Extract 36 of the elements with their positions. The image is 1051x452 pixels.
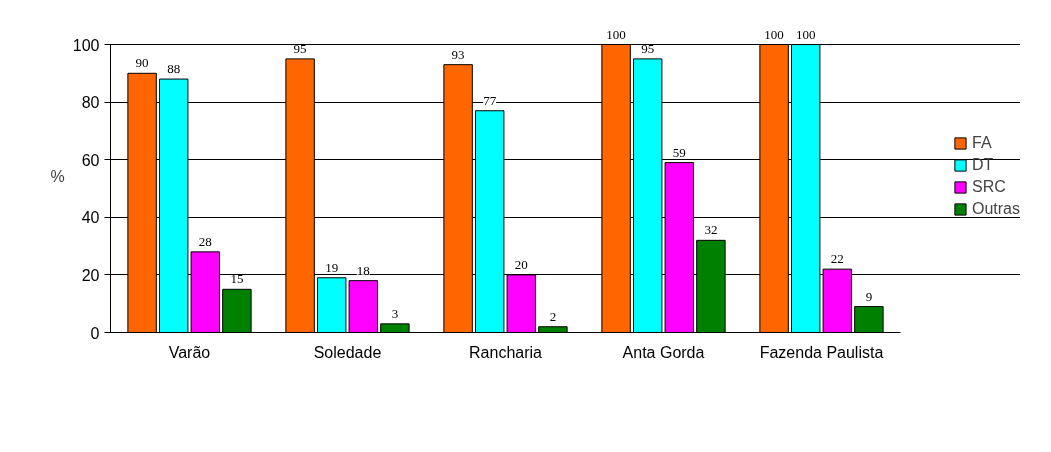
- data-label: 28: [198, 233, 212, 249]
- data-label: 19: [325, 259, 339, 275]
- x-tick-label: Fazenda Paulista: [759, 343, 884, 361]
- x-tick-label: Anta Gorda: [622, 343, 705, 361]
- data-label: 32: [704, 222, 718, 238]
- x-tick-label: Rancharia: [469, 343, 543, 361]
- y-tick-label: 100: [72, 36, 100, 54]
- y-tick-label: 0: [90, 324, 100, 342]
- data-label: 95: [641, 40, 655, 56]
- data-label: 95: [293, 40, 307, 56]
- data-label: 100: [606, 26, 626, 42]
- x-tick-label: Varão: [168, 343, 211, 361]
- data-label: 20: [514, 256, 528, 272]
- data-label: 15: [230, 271, 244, 287]
- data-label: 100: [764, 26, 784, 42]
- y-tick-label: 40: [81, 209, 100, 227]
- legend-label: Outras: [971, 200, 1020, 218]
- data-label: 90: [135, 55, 149, 71]
- data-label: 93: [451, 46, 465, 62]
- data-label: 77: [483, 92, 497, 108]
- data-label: 22: [830, 251, 844, 267]
- y-tick-label: 20: [81, 266, 100, 284]
- legend-label: DT: [971, 156, 994, 174]
- data-label: 2: [549, 308, 557, 324]
- data-label: 88: [167, 61, 181, 77]
- data-label: 100: [795, 26, 816, 42]
- y-axis-title: %: [50, 168, 65, 185]
- data-label: 18: [356, 262, 370, 278]
- x-tick-label: Soledade: [313, 343, 382, 361]
- legend-label: SRC: [971, 178, 1006, 196]
- y-tick-label: 80: [81, 94, 100, 112]
- data-label: 59: [672, 144, 686, 160]
- data-label: 9: [865, 288, 873, 304]
- legend-label: FA: [971, 134, 992, 152]
- y-tick-label: 60: [81, 151, 100, 169]
- data-label: 3: [391, 305, 399, 321]
